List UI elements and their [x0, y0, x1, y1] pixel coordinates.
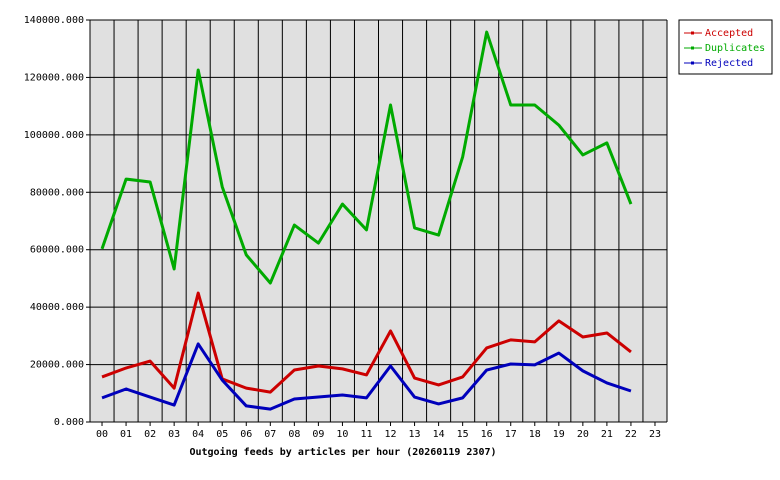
y-tick-label: 60000.000 [30, 245, 84, 256]
x-tick-label: 15 [457, 429, 469, 440]
x-tick-label: 05 [216, 429, 228, 440]
legend-label: Rejected [705, 58, 753, 69]
y-tick-label: 20000.000 [30, 360, 84, 371]
y-tick-label: 140000.000 [24, 15, 84, 26]
legend-label: Duplicates [705, 43, 765, 54]
x-tick-label: 00 [96, 429, 108, 440]
x-tick-label: 06 [240, 429, 252, 440]
legend-dot [691, 31, 694, 35]
x-tick-label: 16 [481, 429, 493, 440]
x-tick-label: 23 [649, 429, 661, 440]
y-tick-label: 0.000 [54, 417, 84, 428]
x-tick-label: 08 [288, 429, 300, 440]
series-line [100, 30, 633, 285]
legend-dot [691, 46, 694, 50]
x-tick-label: 02 [144, 429, 156, 440]
chart-title: Outgoing feeds by articles per hour (202… [189, 446, 496, 458]
x-tick-label: 07 [264, 429, 276, 440]
x-tick-label: 09 [312, 429, 324, 440]
legend-label: Accepted [705, 28, 753, 39]
x-tick-label: 10 [336, 429, 348, 440]
x-tick-label: 01 [120, 429, 132, 440]
y-tick-label: 100000.000 [24, 130, 84, 141]
x-tick-label: 22 [625, 429, 637, 440]
x-tick-label: 17 [505, 429, 517, 440]
x-tick-label: 21 [601, 429, 613, 440]
x-tick-label: 13 [409, 429, 421, 440]
x-tick-label: 19 [553, 429, 565, 440]
legend-box [678, 19, 773, 75]
y-tick-label: 80000.000 [30, 187, 84, 198]
x-tick-label: 04 [192, 429, 204, 440]
x-tick-label: 18 [529, 429, 541, 440]
legend-dot [691, 61, 694, 65]
y-tick-label: 120000.000 [24, 72, 84, 83]
y-tick-label: 40000.000 [30, 302, 84, 313]
x-tick-label: 11 [360, 429, 372, 440]
series-line [101, 342, 632, 411]
series-line [101, 291, 632, 394]
x-tick-label: 20 [577, 429, 589, 440]
x-tick-label: 03 [168, 429, 180, 440]
x-tick-label: 14 [433, 429, 445, 440]
x-tick-label: 12 [384, 429, 396, 440]
